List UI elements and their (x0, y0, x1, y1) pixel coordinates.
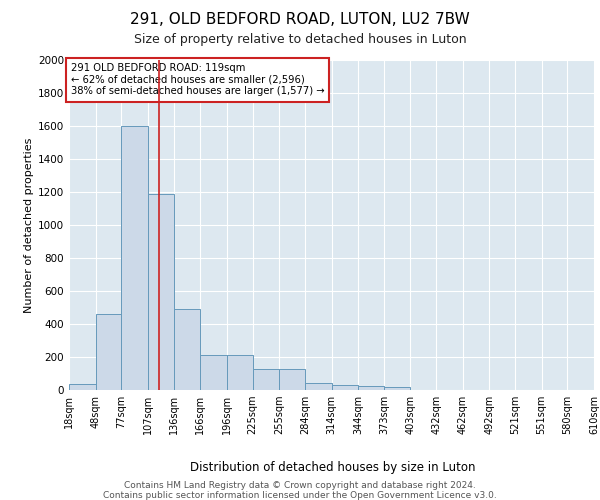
Bar (331, 385, 358, 390)
Text: 291 OLD BEDFORD ROAD: 119sqm
← 62% of detached houses are smaller (2,596)
38% of: 291 OLD BEDFORD ROAD: 119sqm ← 62% of de… (71, 64, 325, 96)
Bar (69, 384, 95, 390)
Bar (227, 356, 253, 390)
Text: Contains public sector information licensed under the Open Government Licence v3: Contains public sector information licen… (103, 490, 497, 500)
Bar (279, 370, 305, 390)
Text: 291, OLD BEDFORD ROAD, LUTON, LU2 7BW: 291, OLD BEDFORD ROAD, LUTON, LU2 7BW (130, 12, 470, 28)
Bar (253, 370, 279, 390)
Bar (384, 386, 410, 390)
Bar (305, 382, 332, 390)
Bar (173, 309, 200, 390)
Text: Contains HM Land Registry data © Crown copyright and database right 2024.: Contains HM Land Registry data © Crown c… (124, 480, 476, 490)
Bar (200, 356, 227, 390)
Bar (95, 314, 121, 390)
Text: Size of property relative to detached houses in Luton: Size of property relative to detached ho… (134, 32, 466, 46)
Bar (358, 386, 384, 390)
Bar (148, 194, 173, 390)
Y-axis label: Number of detached properties: Number of detached properties (24, 138, 34, 312)
Bar (121, 126, 148, 390)
Text: Distribution of detached houses by size in Luton: Distribution of detached houses by size … (190, 461, 476, 474)
